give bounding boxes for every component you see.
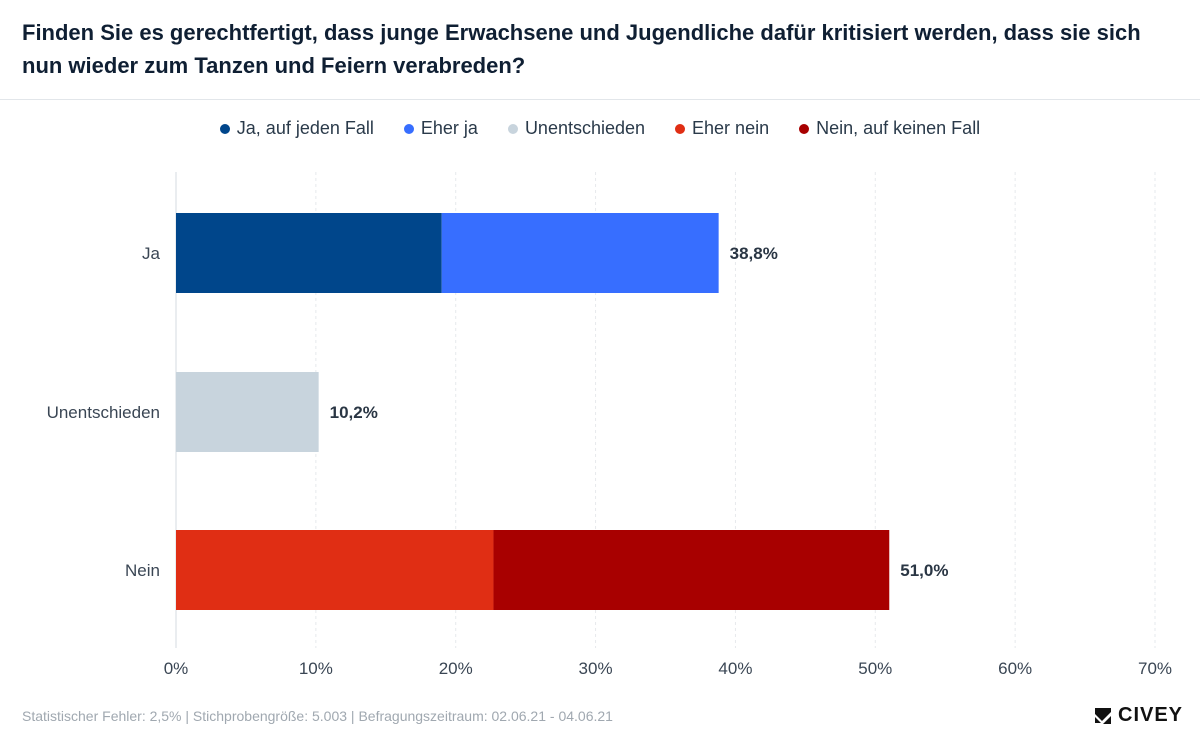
legend-dot	[219, 123, 230, 134]
title-divider	[0, 99, 1200, 100]
x-tick-label: 40%	[718, 659, 752, 678]
category-label: Ja	[142, 244, 161, 263]
legend: Ja, auf jeden Fall Eher ja Unentschieden…	[0, 118, 1200, 139]
x-tick-label: 60%	[998, 659, 1032, 678]
legend-item-eher-nein[interactable]: Eher nein	[675, 118, 769, 139]
civey-logo-text: CIVEY	[1118, 704, 1184, 726]
legend-label: Unentschieden	[524, 118, 646, 138]
x-tick-label: 10%	[299, 659, 333, 678]
bar-segment	[441, 213, 719, 293]
legend-item-nein-auf-keinen-fall[interactable]: Nein, auf keinen Fall	[799, 118, 980, 139]
x-tick-label: 70%	[1138, 659, 1172, 678]
legend-label: Nein, auf keinen Fall	[816, 118, 981, 138]
legend-label: Ja, auf jeden Fall	[236, 118, 374, 138]
civey-logo-icon	[1095, 707, 1111, 724]
footer-methodology: Statistischer Fehler: 2,5% | Stichproben…	[22, 708, 613, 724]
legend-dot	[675, 123, 686, 134]
x-tick-label: 30%	[579, 659, 613, 678]
civey-logo: CIVEY	[1092, 704, 1183, 727]
bar-segment	[176, 372, 319, 452]
chart-title: Finden Sie es gerechtfertigt, dass junge…	[22, 20, 1141, 78]
legend-dot	[403, 123, 414, 134]
x-tick-label: 20%	[439, 659, 473, 678]
bar-segment	[176, 213, 442, 293]
bar-total-label: 38,8%	[730, 244, 778, 263]
bar-total-label: 10,2%	[330, 403, 378, 422]
bar-segment	[493, 530, 890, 610]
x-tick-label: 50%	[858, 659, 892, 678]
legend-item-unentschieden[interactable]: Unentschieden	[507, 118, 646, 139]
x-tick-label: 0%	[164, 659, 189, 678]
category-label: Nein	[125, 561, 160, 580]
legend-label: Eher nein	[692, 118, 770, 138]
legend-dot	[507, 123, 518, 134]
category-label: Unentschieden	[47, 403, 160, 422]
bar-total-label: 51,0%	[900, 561, 948, 580]
bar-segment	[176, 530, 494, 610]
legend-dot	[799, 123, 810, 134]
legend-item-ja-auf-jeden-fall[interactable]: Ja, auf jeden Fall	[219, 118, 374, 139]
legend-label: Eher ja	[420, 118, 478, 138]
legend-item-eher-ja[interactable]: Eher ja	[403, 118, 478, 139]
bar-chart: 0% 10% 20% 30% 40% 50% 60% 70% Ja 38,8% Unentschie…	[47, 172, 1172, 678]
